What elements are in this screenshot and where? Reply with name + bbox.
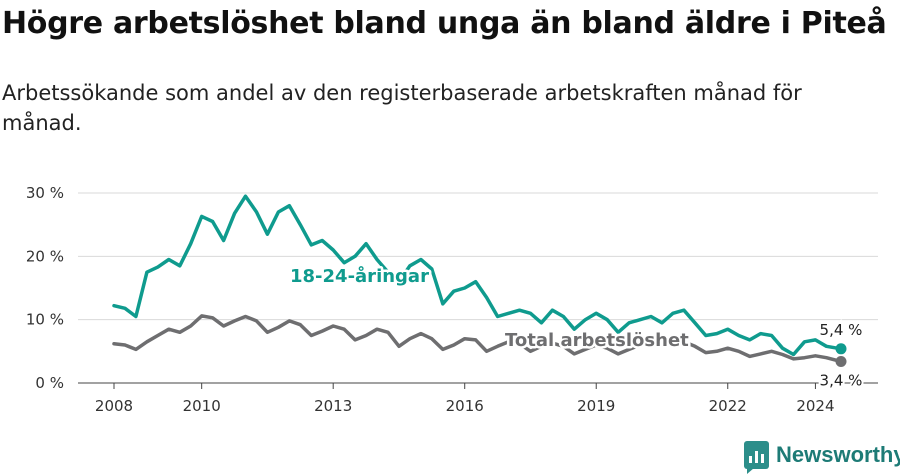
- y-tick-label: 0 %: [35, 374, 64, 392]
- total-end-label: 3,4 %: [820, 371, 863, 389]
- y-tick-label: 30 %: [26, 184, 64, 202]
- total-series-line: [112, 314, 843, 364]
- x-tick-label: 2016: [446, 397, 484, 415]
- total-series-label: Total arbetslöshet: [505, 330, 689, 351]
- x-tick-label: 2013: [314, 397, 352, 415]
- brand-logo: Newsworthy: [744, 441, 900, 474]
- y-tick-label: 10 %: [26, 311, 64, 329]
- x-tick-label: 2010: [183, 397, 221, 415]
- brand-name: Newsworthy: [776, 442, 900, 467]
- y-tick-label: 20 %: [26, 247, 64, 265]
- chart-subtitle: Arbetssökande som andel av den registerb…: [2, 81, 802, 135]
- youth-end-point: [835, 343, 847, 355]
- youth-end-label: 5,4 %: [820, 321, 863, 339]
- x-tick-label: 2008: [95, 397, 133, 415]
- youth-series-label: 18-24-åringar: [290, 265, 429, 287]
- x-tick-label: 2019: [577, 397, 615, 415]
- chart-title: Högre arbetslöshet bland unga än bland ä…: [2, 6, 887, 41]
- x-tick-label: 2022: [709, 397, 747, 415]
- youth-series-line: [112, 194, 843, 357]
- bar-chart-icon: [744, 441, 769, 474]
- x-tick-label: 2024: [796, 397, 834, 415]
- total-end-point: [835, 355, 847, 367]
